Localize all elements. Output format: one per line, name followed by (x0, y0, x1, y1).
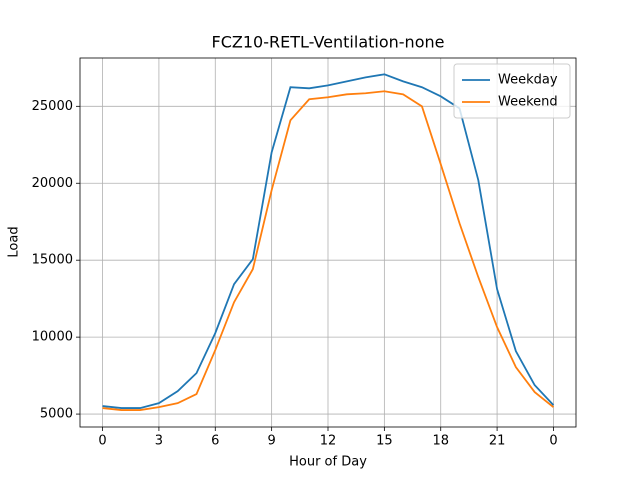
plot-frame (79, 57, 577, 428)
x-tick-label: 0 (98, 434, 106, 449)
x-tick-label: 0 (549, 434, 557, 449)
y-tick-label: 5000 (40, 407, 73, 422)
x-tick-label: 21 (489, 434, 506, 449)
x-tick-label: 18 (432, 434, 449, 449)
y-tick-label: 10000 (32, 330, 73, 345)
legend-label: Weekday (498, 73, 558, 88)
legend-box (453, 63, 571, 119)
chart-title: FCZ10-RETL-Ventilation-none (212, 33, 445, 52)
x-tick-label: 9 (267, 434, 275, 449)
data-line (102, 73, 555, 409)
x-axis-label: Hour of Day (289, 455, 367, 470)
y-tick-label: 20000 (32, 176, 73, 191)
y-axis-label: Load (7, 226, 22, 257)
x-tick-label: 6 (211, 434, 219, 449)
data-line (102, 90, 555, 411)
y-tick-label: 25000 (32, 99, 73, 114)
x-tick-label: 15 (376, 434, 393, 449)
legend-label: Weekend (498, 95, 558, 110)
x-tick-label: 3 (155, 434, 163, 449)
y-tick-label: 15000 (32, 253, 73, 268)
x-tick-label: 12 (320, 434, 337, 449)
